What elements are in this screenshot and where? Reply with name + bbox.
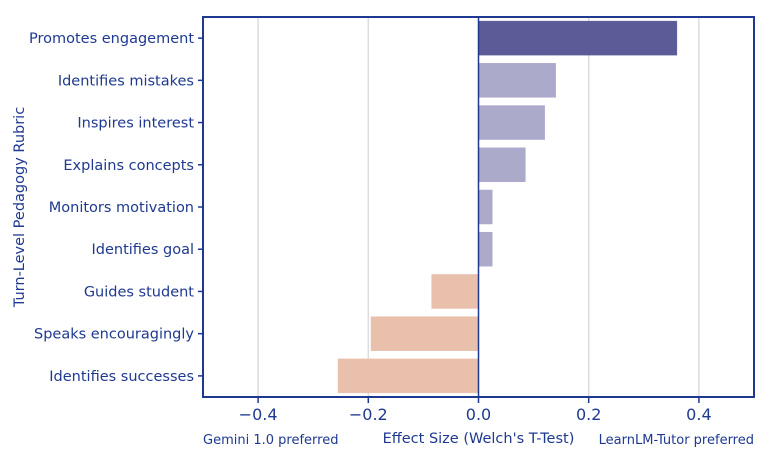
bar-guides-student: [431, 274, 479, 309]
x-tick-label: 0.2: [576, 405, 601, 424]
x-tick-label: −0.2: [349, 405, 388, 424]
y-tick-label: Identifies mistakes: [58, 73, 194, 89]
bar-identifies-goal: [478, 231, 493, 267]
grid-layer: [257, 17, 700, 397]
gemini-preferred-annotation: Gemini 1.0 preferred: [203, 433, 338, 448]
bar-inspires-interest: [478, 105, 545, 140]
x-tick-label: −0.4: [239, 405, 278, 424]
y-tick-label: Inspires interest: [77, 116, 194, 132]
bar-identifies-mistakes: [478, 63, 556, 98]
bar-promotes-engagement: [478, 20, 678, 56]
y-tick-label: Identifies goal: [91, 242, 194, 258]
bar-explains-concepts: [478, 147, 526, 183]
y-tick-label: Monitors motivation: [49, 200, 194, 216]
y-tick-label: Explains concepts: [63, 158, 194, 174]
x-tick-label: 0.4: [686, 405, 711, 424]
bar-monitors-motivation: [478, 189, 493, 225]
x-tick-label: 0.0: [466, 405, 491, 424]
y-tick-label: Guides student: [84, 284, 194, 300]
learnlm-preferred-annotation: LearnLM-Tutor preferred: [599, 433, 754, 448]
y-tick-label: Speaks encouragingly: [34, 327, 194, 343]
axis-layer: −0.4 −0.2 0.0 0.2 0.4 Promotes engagement Iden…: [29, 16, 755, 424]
y-tick-label: Promotes engagement: [29, 31, 194, 47]
bar-speaks-encouragingly: [370, 316, 479, 351]
y-tick-label: Identifies successes: [49, 369, 194, 385]
bar-layer: [337, 20, 678, 394]
x-axis-title: Effect Size (Welch's T-Test): [383, 431, 575, 447]
label-layer: Turn-Level Pedagogy Rubric Effect Size (…: [12, 107, 754, 448]
bar-identifies-successes: [337, 358, 479, 394]
y-axis-title: Turn-Level Pedagogy Rubric: [12, 107, 28, 308]
